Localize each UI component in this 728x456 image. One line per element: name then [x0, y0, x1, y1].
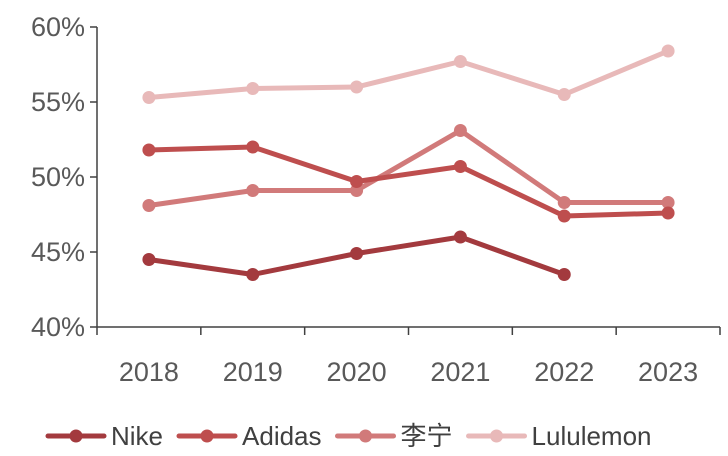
- x-tick-label: 2023: [638, 357, 698, 387]
- legend-label: Nike: [111, 421, 163, 451]
- legend-marker: [69, 429, 83, 443]
- x-tick-label: 2020: [327, 357, 387, 387]
- series-line: [146, 144, 671, 219]
- data-point: [453, 124, 467, 137]
- data-point: [142, 143, 156, 157]
- series-line: [146, 48, 671, 100]
- y-tick-label: 40%: [31, 312, 85, 342]
- data-point: [246, 140, 260, 154]
- data-point: [350, 175, 364, 188]
- legend-item: Adidas: [176, 421, 322, 451]
- data-point: [661, 196, 675, 209]
- series-group: [142, 44, 675, 281]
- legend-item: Lululemon: [466, 421, 652, 451]
- data-point: [350, 80, 364, 94]
- data-point: [142, 253, 156, 266]
- data-point: [661, 44, 675, 58]
- data-point: [142, 91, 156, 104]
- y-tick-label: 60%: [31, 12, 85, 42]
- data-point: [453, 230, 467, 244]
- legend-marker: [490, 429, 504, 443]
- legend-item: 李宁: [335, 421, 453, 451]
- y-tick-label: 50%: [31, 162, 85, 192]
- legend-item: Nike: [45, 421, 163, 451]
- series-Nike: [142, 230, 571, 281]
- legend-label: 李宁: [401, 421, 453, 451]
- x-tick-label: 2021: [430, 357, 490, 387]
- data-point: [246, 184, 260, 197]
- x-tick-label: 2022: [534, 357, 594, 387]
- data-point: [350, 184, 364, 197]
- x-tick-label: 2018: [119, 357, 179, 387]
- data-point: [142, 199, 156, 212]
- series-李宁: [142, 124, 675, 212]
- data-point: [557, 88, 571, 101]
- data-point: [350, 247, 364, 260]
- legend-label: Lululemon: [532, 421, 652, 451]
- legend: Nike Adidas 李宁 Lululemon: [45, 421, 652, 451]
- data-point: [661, 206, 675, 220]
- legend-marker: [200, 429, 214, 443]
- series-Lululemon: [142, 44, 675, 104]
- data-point: [557, 268, 571, 281]
- legend-marker: [359, 429, 373, 443]
- legend-label: Adidas: [242, 421, 322, 451]
- data-point: [557, 196, 571, 209]
- data-point: [453, 160, 467, 173]
- y-tick-label: 45%: [31, 237, 85, 267]
- data-point: [246, 268, 260, 281]
- y-tick-label: 55%: [31, 87, 85, 117]
- series-Adidas: [142, 140, 675, 223]
- data-point: [246, 82, 260, 95]
- data-point: [557, 209, 571, 223]
- x-tick-label: 2019: [223, 357, 283, 387]
- series-line: [146, 128, 671, 208]
- data-point: [453, 55, 467, 68]
- y-axis-ticks: 40% 45% 50% 55% 60%: [31, 12, 97, 342]
- x-axis-ticks: 2018 2019 2020 2021 2022 2023: [96, 327, 721, 387]
